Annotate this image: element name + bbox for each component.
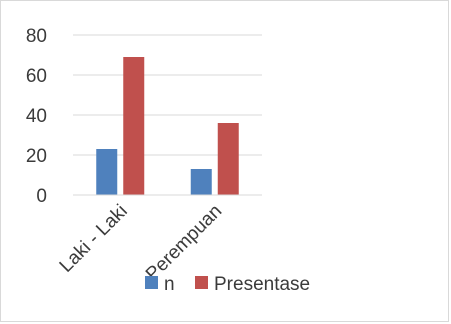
y-tick-label: 80 (26, 26, 47, 47)
x-axis-category-labels: Laki - Laki Perempuan (56, 201, 227, 285)
bar-n-2 (190, 169, 212, 195)
y-tick-label: 60 (26, 66, 47, 87)
bar-presentase-2 (217, 123, 239, 195)
legend-label-n: n (164, 274, 175, 295)
legend-swatch-presentase (195, 276, 208, 289)
legend-label-presentase: Presentase (214, 274, 310, 295)
bar-presentase-1 (123, 57, 145, 195)
y-tick-label: 40 (26, 106, 47, 127)
x-category-label: Laki - Laki (56, 201, 132, 277)
y-axis-tick-labels: 0 20 40 60 80 (26, 26, 47, 207)
bars (96, 57, 239, 195)
legend-swatch-n (145, 276, 158, 289)
bar-n-1 (96, 149, 118, 195)
y-tick-label: 20 (26, 146, 47, 167)
y-tick-label: 0 (36, 186, 47, 207)
x-category-label: Perempuan (142, 201, 226, 285)
legend: n Presentase (145, 274, 310, 295)
